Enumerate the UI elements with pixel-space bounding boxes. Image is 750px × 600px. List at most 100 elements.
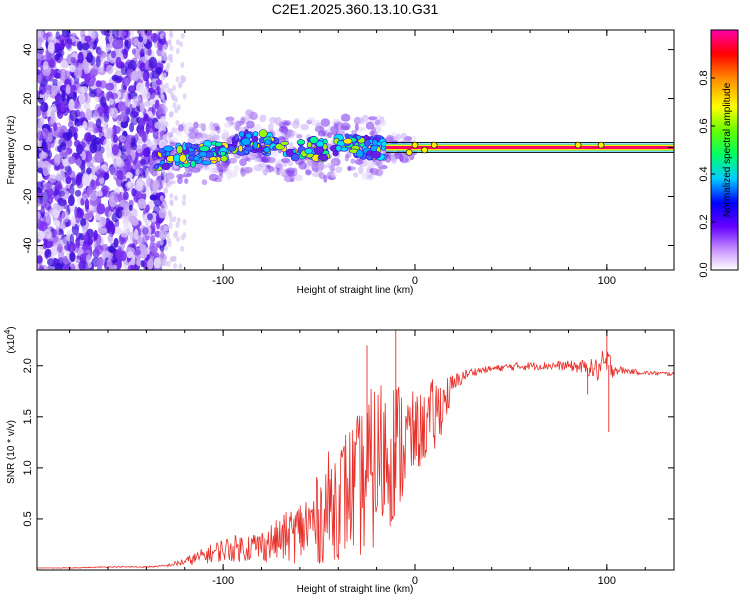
noise-blob: [127, 264, 136, 270]
noise-blob: [160, 251, 165, 259]
noise-blob: [135, 179, 144, 192]
signal-blob: [298, 161, 307, 170]
signal-blob: [368, 116, 378, 121]
noise-blob: [116, 259, 122, 270]
noise-blob: [46, 240, 54, 248]
noise-blob: [182, 93, 187, 100]
signal-blob: [335, 144, 342, 152]
signal-blob: [354, 123, 359, 131]
signal-blob: [574, 141, 582, 149]
spectrogram-x-tick-label: 100: [598, 275, 616, 287]
noise-blob: [37, 198, 41, 207]
noise-blob: [160, 115, 167, 122]
noise-blob: [49, 117, 56, 125]
noise-blob: [45, 212, 52, 224]
snr-y-axis-title: SNR (10 * v/v): [6, 420, 17, 484]
noise-blob: [77, 51, 84, 64]
noise-blob: [154, 121, 162, 129]
noise-blob: [112, 124, 117, 137]
signal-blob: [281, 157, 291, 163]
signal-blob: [320, 118, 331, 127]
noise-blob: [153, 257, 162, 269]
noise-blob: [119, 199, 125, 207]
noise-blob: [115, 56, 122, 68]
signal-blob: [291, 120, 300, 129]
noise-blob: [101, 185, 109, 197]
noise-blob: [142, 71, 148, 82]
snr-axes: -100 0 100 0.5 1.0 1.5 2.0: [22, 330, 674, 587]
noise-blob: [62, 132, 70, 140]
spectrogram-y-tick-label: 0: [22, 144, 34, 150]
noise-blob: [123, 191, 129, 201]
noise-blob: [64, 165, 71, 172]
signal-blob: [246, 120, 255, 129]
signal-blob: [350, 158, 356, 164]
noise-blob: [108, 210, 113, 218]
noise-blob: [43, 182, 53, 190]
noise-blob: [51, 246, 57, 257]
noise-blob: [137, 198, 147, 209]
noise-blob: [37, 50, 44, 62]
noise-blob: [180, 245, 185, 252]
signal-blob: [263, 146, 271, 153]
noise-blob: [163, 187, 168, 194]
noise-blob: [130, 70, 140, 82]
signal-blob: [201, 179, 208, 186]
noise-blob: [37, 181, 44, 193]
signal-blob: [253, 157, 263, 163]
noise-blob: [181, 199, 186, 206]
noise-blob: [150, 32, 159, 43]
signal-blob: [371, 127, 377, 134]
noise-blob: [84, 35, 92, 42]
noise-blob: [37, 161, 45, 168]
chart-title: C2E1.2025.360.13.10.G31: [272, 1, 439, 17]
snr-y-tick-label: 2.0: [22, 358, 34, 373]
signal-blob: [176, 145, 184, 154]
noise-blob: [111, 144, 119, 156]
noise-blob: [108, 97, 114, 106]
noise-blob: [90, 165, 97, 177]
noise-blob: [95, 190, 104, 197]
signal-blob: [216, 126, 221, 134]
signal-blob: [214, 141, 223, 147]
signal-blob: [385, 134, 394, 144]
noise-blob: [174, 195, 178, 202]
noise-blob: [68, 194, 75, 207]
signal-blob: [208, 173, 219, 182]
noise-blob: [133, 37, 139, 46]
signal-blob: [402, 137, 411, 143]
noise-blob: [37, 123, 42, 132]
signal-blob: [253, 124, 262, 130]
noise-blob: [169, 193, 174, 199]
signal-blob: [185, 122, 194, 130]
signal-blob: [252, 131, 259, 137]
noise-blob: [128, 204, 133, 211]
noise-blob: [100, 96, 107, 108]
signal-blob: [203, 164, 210, 171]
noise-blob: [119, 135, 126, 143]
signal-blob: [198, 123, 205, 129]
noise-blob: [155, 66, 163, 75]
noise-blob: [84, 198, 90, 210]
noise-blob: [62, 158, 70, 167]
noise-blob: [178, 263, 183, 270]
signal-blob: [366, 161, 377, 167]
noise-blob: [138, 117, 145, 130]
noise-blob: [148, 56, 158, 69]
noise-blob: [63, 70, 71, 80]
noise-blob: [173, 262, 178, 269]
noise-blob: [70, 215, 76, 227]
signal-blob: [220, 154, 228, 163]
colorbar-gradient: [710, 29, 739, 271]
noise-blob: [96, 168, 105, 179]
noise-blob: [103, 111, 110, 123]
noise-blob: [164, 121, 169, 128]
signal-blob: [199, 145, 210, 152]
noise-blob: [37, 90, 40, 99]
noise-blob: [162, 72, 167, 79]
snr-y-multiplier-close: ): [6, 326, 17, 329]
signal-blob: [175, 130, 183, 137]
noise-blob: [136, 259, 142, 267]
signal-blob: [280, 141, 290, 146]
noise-blob: [91, 75, 96, 83]
